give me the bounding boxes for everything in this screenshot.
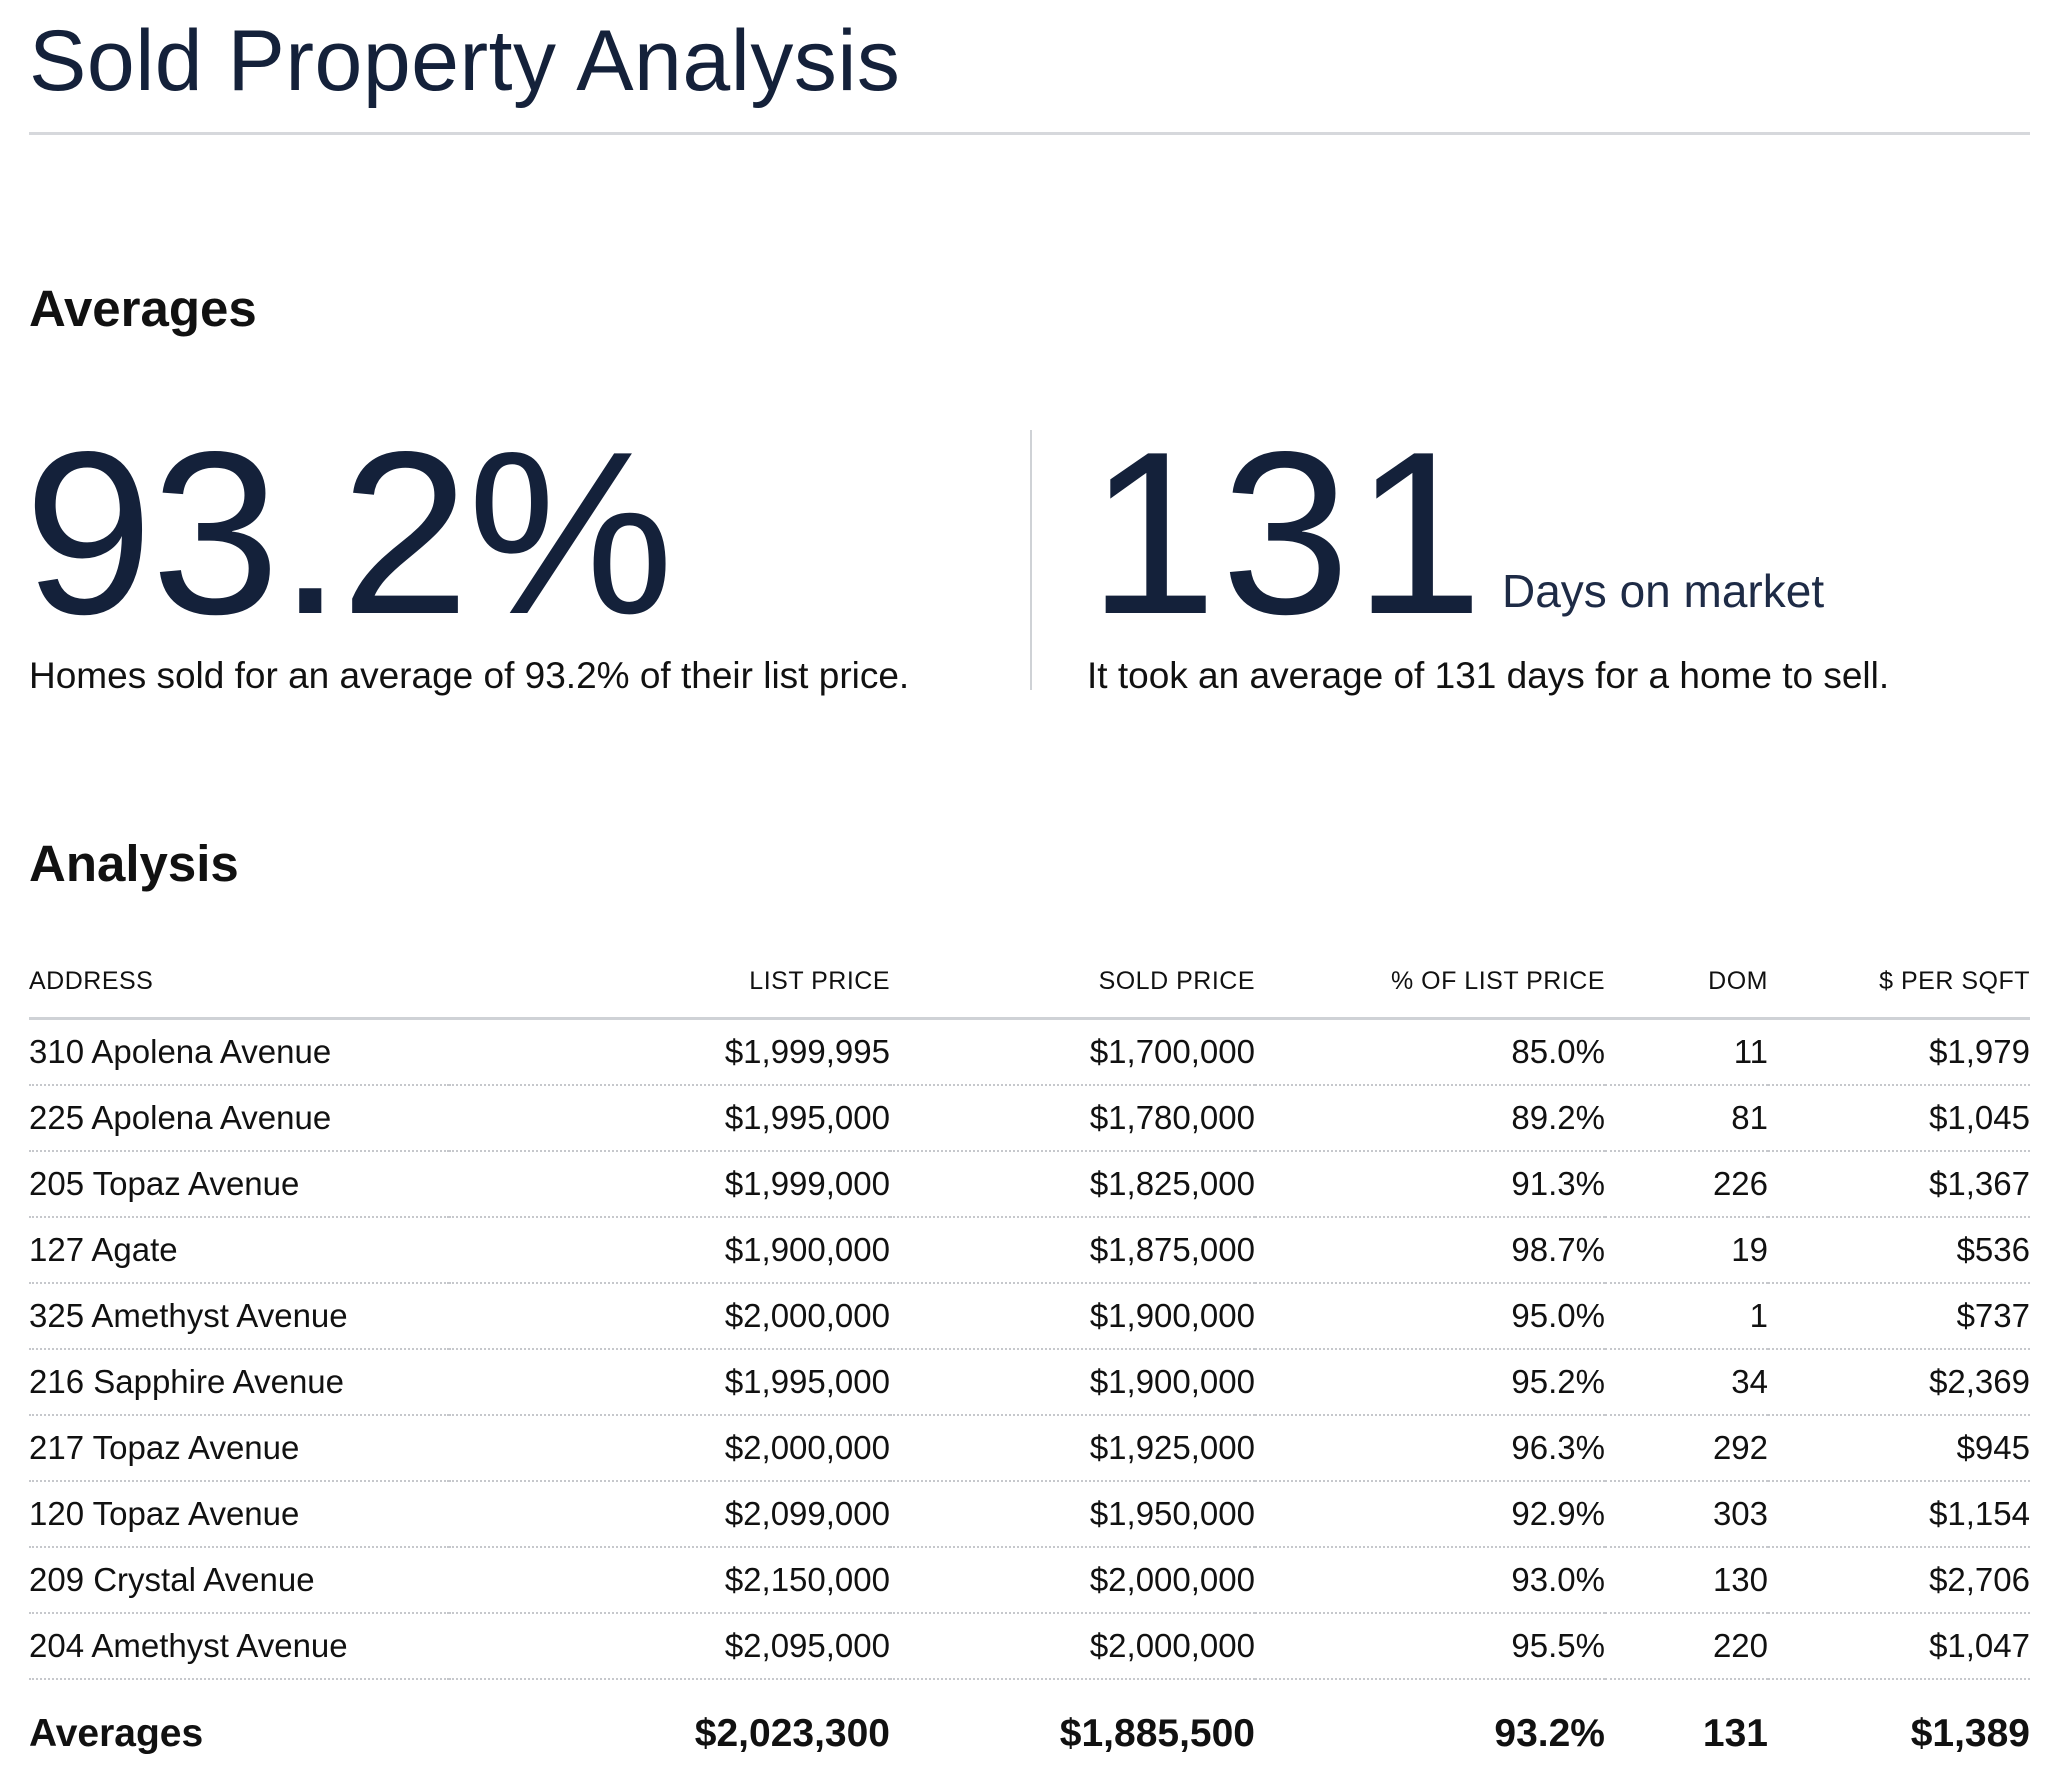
cell-dom: 11 bbox=[1605, 1018, 1768, 1086]
analysis-heading: Analysis bbox=[29, 835, 239, 892]
cell-percent-of-list-price: 85.0% bbox=[1255, 1018, 1605, 1086]
cell-percent-of-list-price: 91.3% bbox=[1255, 1151, 1605, 1218]
averages-heading: Averages bbox=[29, 280, 257, 337]
table-row: 310 Apolena Avenue $1,999,995 $1,700,000… bbox=[29, 1018, 2030, 1086]
average-days-on-market-caption: It took an average of 131 days for a hom… bbox=[1087, 655, 1890, 696]
cell-percent-of-list-price: 98.7% bbox=[1255, 1217, 1605, 1284]
analysis-table: ADDRESS LIST PRICE SOLD PRICE % OF LIST … bbox=[29, 945, 2030, 1782]
average-list-price: $2,023,300 bbox=[694, 1712, 890, 1755]
column-header-dom: DOM bbox=[1605, 945, 1768, 1020]
cell-sold-price: $1,925,000 bbox=[890, 1415, 1255, 1482]
page-title: Sold Property Analysis bbox=[29, 13, 901, 109]
cell-sold-price: $1,900,000 bbox=[890, 1283, 1255, 1350]
table-row: 216 Sapphire Avenue $1,995,000 $1,900,00… bbox=[29, 1349, 2030, 1416]
average-percent-of-list-price: 93.2% bbox=[1494, 1712, 1605, 1755]
cell-address: 205 Topaz Avenue bbox=[29, 1151, 449, 1218]
cell-address: 204 Amethyst Avenue bbox=[29, 1613, 449, 1680]
cell-price-per-sqft: $945 bbox=[1768, 1415, 2030, 1482]
cell-price-per-sqft: $2,706 bbox=[1768, 1547, 2030, 1614]
cell-address: 217 Topaz Avenue bbox=[29, 1415, 449, 1482]
cell-dom: 81 bbox=[1605, 1085, 1768, 1152]
column-header-address: ADDRESS bbox=[29, 945, 449, 1020]
cell-address: 216 Sapphire Avenue bbox=[29, 1349, 449, 1416]
cell-sold-price: $1,700,000 bbox=[890, 1018, 1255, 1086]
cell-price-per-sqft: $536 bbox=[1768, 1217, 2030, 1284]
table-row: 217 Topaz Avenue $2,000,000 $1,925,000 9… bbox=[29, 1415, 2030, 1482]
average-days-on-market-value: 131 bbox=[1088, 404, 1488, 663]
cell-dom: 220 bbox=[1605, 1613, 1768, 1680]
cell-percent-of-list-price: 95.0% bbox=[1255, 1283, 1605, 1350]
cell-list-price: $2,095,000 bbox=[449, 1613, 890, 1680]
cell-price-per-sqft: $1,045 bbox=[1768, 1085, 2030, 1152]
cell-sold-price: $1,950,000 bbox=[890, 1481, 1255, 1548]
cell-dom: 303 bbox=[1605, 1481, 1768, 1548]
cell-address: 325 Amethyst Avenue bbox=[29, 1283, 449, 1350]
cell-percent-of-list-price: 95.5% bbox=[1255, 1613, 1605, 1680]
table-row: 205 Topaz Avenue $1,999,000 $1,825,000 9… bbox=[29, 1151, 2030, 1218]
average-percent-of-list-caption: Homes sold for an average of 93.2% of th… bbox=[29, 655, 910, 696]
average-price-per-sqft: $1,389 bbox=[1910, 1712, 2030, 1755]
cell-dom: 226 bbox=[1605, 1151, 1768, 1218]
cell-list-price: $1,995,000 bbox=[449, 1349, 890, 1416]
analysis-table-header-row: ADDRESS LIST PRICE SOLD PRICE % OF LIST … bbox=[29, 945, 2030, 1020]
cell-list-price: $2,099,000 bbox=[449, 1481, 890, 1548]
cell-price-per-sqft: $2,369 bbox=[1768, 1349, 2030, 1416]
cell-list-price: $1,995,000 bbox=[449, 1085, 890, 1152]
table-row: 204 Amethyst Avenue $2,095,000 $2,000,00… bbox=[29, 1613, 2030, 1680]
cell-percent-of-list-price: 95.2% bbox=[1255, 1349, 1605, 1416]
averages-row: Averages $2,023,300 $1,885,500 93.2% 131… bbox=[29, 1679, 2030, 1782]
cell-percent-of-list-price: 93.0% bbox=[1255, 1547, 1605, 1614]
cell-list-price: $2,000,000 bbox=[449, 1415, 890, 1482]
cell-price-per-sqft: $1,047 bbox=[1768, 1613, 2030, 1680]
table-row: 127 Agate $1,900,000 $1,875,000 98.7% 19… bbox=[29, 1217, 2030, 1284]
average-dom: 131 bbox=[1702, 1712, 1768, 1755]
cell-list-price: $1,999,000 bbox=[449, 1151, 890, 1218]
cell-dom: 19 bbox=[1605, 1217, 1768, 1284]
cell-percent-of-list-price: 92.9% bbox=[1255, 1481, 1605, 1548]
average-percent-of-list-value: 93.2% bbox=[24, 404, 674, 663]
cell-list-price: $1,999,995 bbox=[449, 1018, 890, 1086]
cell-percent-of-list-price: 96.3% bbox=[1255, 1415, 1605, 1482]
table-row: 225 Apolena Avenue $1,995,000 $1,780,000… bbox=[29, 1085, 2030, 1152]
cell-address: 120 Topaz Avenue bbox=[29, 1481, 449, 1548]
cell-sold-price: $2,000,000 bbox=[890, 1547, 1255, 1614]
table-row: 209 Crystal Avenue $2,150,000 $2,000,000… bbox=[29, 1547, 2030, 1614]
column-header-sold-price: SOLD PRICE bbox=[890, 945, 1255, 1020]
averages-vertical-divider bbox=[1030, 430, 1032, 690]
cell-address: 127 Agate bbox=[29, 1217, 449, 1284]
cell-price-per-sqft: $1,367 bbox=[1768, 1151, 2030, 1218]
cell-sold-price: $1,780,000 bbox=[890, 1085, 1255, 1152]
days-on-market-unit-label: Days on market bbox=[1502, 565, 1825, 617]
cell-list-price: $1,900,000 bbox=[449, 1217, 890, 1284]
cell-dom: 292 bbox=[1605, 1415, 1768, 1482]
cell-address: 209 Crystal Avenue bbox=[29, 1547, 449, 1614]
cell-percent-of-list-price: 89.2% bbox=[1255, 1085, 1605, 1152]
cell-price-per-sqft: $1,154 bbox=[1768, 1481, 2030, 1548]
cell-sold-price: $1,900,000 bbox=[890, 1349, 1255, 1416]
cell-price-per-sqft: $1,979 bbox=[1768, 1018, 2030, 1086]
cell-list-price: $2,000,000 bbox=[449, 1283, 890, 1350]
cell-dom: 1 bbox=[1605, 1283, 1768, 1350]
column-header-price-per-sqft: $ PER SQFT bbox=[1768, 945, 2030, 1020]
cell-address: 225 Apolena Avenue bbox=[29, 1085, 449, 1152]
averages-row-label: Averages bbox=[29, 1712, 204, 1755]
table-row: 120 Topaz Avenue $2,099,000 $1,950,000 9… bbox=[29, 1481, 2030, 1548]
table-row: 325 Amethyst Avenue $2,000,000 $1,900,00… bbox=[29, 1283, 2030, 1350]
title-divider bbox=[29, 132, 2030, 135]
cell-sold-price: $2,000,000 bbox=[890, 1613, 1255, 1680]
cell-sold-price: $1,825,000 bbox=[890, 1151, 1255, 1218]
cell-dom: 130 bbox=[1605, 1547, 1768, 1614]
cell-list-price: $2,150,000 bbox=[449, 1547, 890, 1614]
column-header-percent-of-list-price: % OF LIST PRICE bbox=[1255, 945, 1605, 1020]
cell-sold-price: $1,875,000 bbox=[890, 1217, 1255, 1284]
column-header-list-price: LIST PRICE bbox=[449, 945, 890, 1020]
cell-dom: 34 bbox=[1605, 1349, 1768, 1416]
cell-address: 310 Apolena Avenue bbox=[29, 1018, 449, 1086]
average-sold-price: $1,885,500 bbox=[1059, 1712, 1255, 1755]
cell-price-per-sqft: $737 bbox=[1768, 1283, 2030, 1350]
